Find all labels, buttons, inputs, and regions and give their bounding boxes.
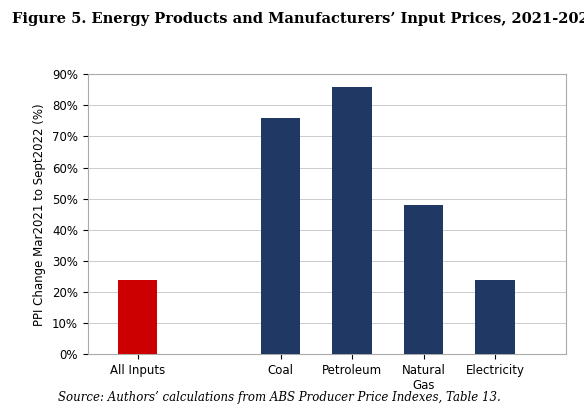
Bar bbox=[475, 280, 515, 354]
Bar bbox=[118, 280, 157, 354]
Bar bbox=[332, 87, 371, 354]
Text: Figure 5. Energy Products and Manufacturers’ Input Prices, 2021-2022: Figure 5. Energy Products and Manufactur… bbox=[12, 12, 584, 26]
Y-axis label: PPI Change Mar2021 to Sept2022 (%): PPI Change Mar2021 to Sept2022 (%) bbox=[33, 103, 46, 325]
Bar bbox=[261, 118, 300, 354]
Bar bbox=[404, 205, 443, 354]
Text: Source: Authors’ calculations from ABS Producer Price Indexes, Table 13.: Source: Authors’ calculations from ABS P… bbox=[58, 391, 501, 404]
